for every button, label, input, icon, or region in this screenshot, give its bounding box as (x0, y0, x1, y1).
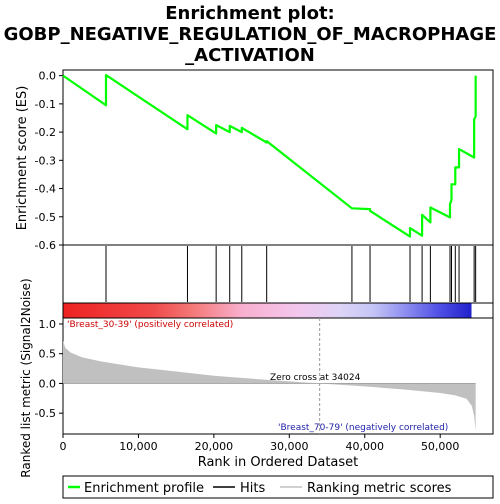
legend-item-hits: Hits (213, 481, 265, 496)
positive-correlation-label: 'Breast_30-39' (positively correlated) (67, 320, 233, 330)
es-y-tick-label: -0.4 (35, 183, 56, 196)
ranking-x-axis: 0 10,000 20,000 30,000 40,000 50,000 (60, 434, 460, 453)
chart-title-line-1: Enrichment plot: (165, 3, 335, 24)
legend-label-hits: Hits (240, 481, 265, 496)
x-axis-label: Rank in Ordered Dataset (198, 455, 359, 470)
hit-marks (105, 246, 477, 302)
es-panel-frame (62, 69, 494, 246)
x-tick-label: 30,000 (270, 440, 309, 453)
enrichment-profile (62, 73, 477, 238)
ranking-y-tick-label: -0.5 (35, 407, 56, 420)
es-y-tick-label: -0.2 (35, 126, 56, 139)
legend-label-enrichment-profile: Enrichment profile (84, 481, 204, 496)
ranking-y-tick-label: 0.5 (39, 348, 57, 361)
x-tick-label: 20,000 (195, 440, 234, 453)
ranking-metric-area (63, 340, 476, 432)
legend-item-enrichment-profile: Enrichment profile (68, 481, 204, 496)
ranking-y-axis-label: Ranked list metric (Signal2Noise) (19, 278, 33, 477)
es-y-axis-label: Enrichment score (ES) (15, 86, 30, 231)
enrichment-profile-line (62, 73, 477, 238)
legend-box (62, 475, 494, 499)
ranking-metric-fill (63, 340, 476, 432)
ranking-color-bar (63, 303, 472, 318)
chart-title-line-2: GOBP_NEGATIVE_REGULATION_OF_MACROPHAGE (4, 24, 497, 45)
x-tick-label: 0 (60, 440, 67, 453)
es-y-tick-label: -0.5 (35, 211, 56, 224)
ranking-y-tick-label: 0.0 (39, 377, 57, 390)
es-y-tick-label: -0.1 (35, 98, 56, 111)
es-y-tick-label: 0.0 (39, 70, 57, 83)
es-y-tick-label: -0.6 (35, 239, 56, 252)
negative-correlation-label: 'Breast_70-79' (negatively correlated) (278, 423, 448, 433)
ranking-y-axis: 1.0 0.5 0.0 -0.5 (35, 318, 63, 420)
x-tick-label: 10,000 (119, 440, 158, 453)
es-y-axis: 0.0 -0.1 -0.2 -0.3 -0.4 -0.5 -0.6 (35, 70, 63, 252)
ranking-y-tick-label: 1.0 (39, 318, 57, 331)
x-tick-label: 40,000 (346, 440, 385, 453)
legend-item-ranking-metric-scores: Ranking metric scores (280, 481, 452, 496)
legend-label-ranking-metric-scores: Ranking metric scores (307, 481, 452, 496)
es-y-tick-label: -0.3 (35, 154, 56, 167)
chart-title-line-3: _ACTIVATION (185, 45, 315, 66)
hits-panel-frame (62, 244, 494, 304)
x-tick-label: 50,000 (421, 440, 460, 453)
zero-cross-label: Zero cross at 34024 (270, 373, 361, 383)
